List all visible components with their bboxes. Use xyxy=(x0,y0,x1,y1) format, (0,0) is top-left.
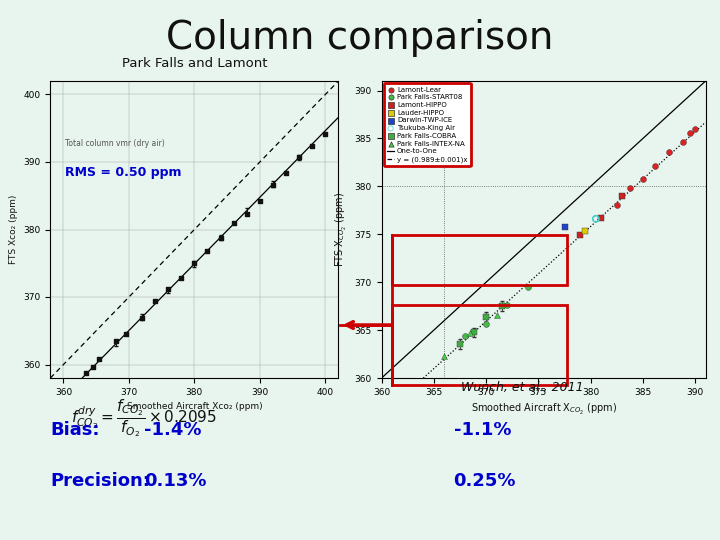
Text: 0.25%: 0.25% xyxy=(454,472,516,490)
Text: RMS = 0.50 ppm: RMS = 0.50 ppm xyxy=(65,166,181,179)
Park Falls-INTEX-NA xyxy=(491,310,503,319)
Lauder-HIPPO xyxy=(580,227,591,235)
Park Falls-COBRA xyxy=(496,301,508,310)
Text: -1.4%: -1.4% xyxy=(144,421,202,438)
Park Falls-INTEX-NA xyxy=(438,352,450,360)
Point xyxy=(94,355,105,363)
Lamont-Lear xyxy=(684,128,696,137)
Y-axis label: FTS X$_{CO_2}$ (ppm): FTS X$_{CO_2}$ (ppm) xyxy=(334,192,349,267)
Point xyxy=(176,274,187,282)
Text: Park Falls and Lamont: Park Falls and Lamont xyxy=(122,57,267,70)
Tsukuba-King Air xyxy=(590,214,602,223)
Point xyxy=(307,141,318,150)
Lamont-HIPPO xyxy=(575,230,586,239)
Point xyxy=(189,259,200,267)
Text: $f_{CO_2}^{dry} = \dfrac{f_{CO_2}}{f_{O_2}} \times 0.2095$: $f_{CO_2}^{dry} = \dfrac{f_{CO_2}}{f_{O_… xyxy=(71,397,217,439)
Y-axis label: FTS Xco₂ (ppm): FTS Xco₂ (ppm) xyxy=(9,195,18,264)
Lamont-Lear xyxy=(649,162,661,171)
Point xyxy=(228,219,240,228)
Text: 0.13%: 0.13% xyxy=(144,472,207,490)
Text: -1.1%: -1.1% xyxy=(454,421,511,438)
Lamont-Lear xyxy=(663,147,675,156)
Point xyxy=(267,181,279,190)
Lamont-Lear xyxy=(677,137,688,146)
Park Falls-COBRA xyxy=(480,313,492,321)
Lamont-Lear xyxy=(637,175,649,184)
Lamont-Lear xyxy=(611,200,623,209)
Park Falls-COBRA xyxy=(454,340,466,349)
Legend: Lamont-Lear, Park Falls-START08, Lamont-HIPPO, Lauder-HIPPO, Darwin-TWP-ICE, Tsu: Lamont-Lear, Park Falls-START08, Lamont-… xyxy=(384,83,471,166)
Park Falls-INTEX-NA xyxy=(418,376,429,385)
Park Falls-INTEX-NA xyxy=(402,388,413,397)
Point xyxy=(280,168,292,177)
Lamont-HIPPO xyxy=(595,213,607,222)
Point xyxy=(320,129,331,138)
Point xyxy=(87,363,99,372)
Point xyxy=(110,336,122,345)
Park Falls-INTEX-NA xyxy=(464,328,476,337)
Lamont-Lear xyxy=(689,125,701,133)
Park Falls-START08 xyxy=(480,320,492,328)
Park Falls-COBRA xyxy=(468,328,480,336)
Text: Wunch, et al., 2011: Wunch, et al., 2011 xyxy=(461,381,583,395)
Point xyxy=(136,313,148,322)
Point xyxy=(215,234,226,242)
Park Falls-START08 xyxy=(522,282,534,291)
Point xyxy=(202,247,213,256)
Point xyxy=(120,330,132,339)
Text: Precision:: Precision: xyxy=(50,472,150,490)
Park Falls-START08 xyxy=(501,300,513,309)
Point xyxy=(293,152,305,161)
Lamont-Lear xyxy=(624,184,636,193)
X-axis label: Smoothed Aircraft X$_{CO_2}$ (ppm): Smoothed Aircraft X$_{CO_2}$ (ppm) xyxy=(470,402,617,417)
Darwin-TWP-ICE xyxy=(559,222,570,231)
Text: Column comparison: Column comparison xyxy=(166,19,554,57)
Point xyxy=(149,296,161,305)
Park Falls-START08 xyxy=(459,332,471,340)
Text: Total column vmr (dry air): Total column vmr (dry air) xyxy=(65,139,165,148)
Point xyxy=(81,368,92,377)
X-axis label: Smoothed Aircraft Xco₂ (ppm): Smoothed Aircraft Xco₂ (ppm) xyxy=(127,402,262,411)
Point xyxy=(163,285,174,293)
Text: Bias:: Bias: xyxy=(50,421,100,438)
Point xyxy=(254,197,266,205)
Point xyxy=(241,210,253,219)
Lamont-HIPPO xyxy=(616,192,628,200)
